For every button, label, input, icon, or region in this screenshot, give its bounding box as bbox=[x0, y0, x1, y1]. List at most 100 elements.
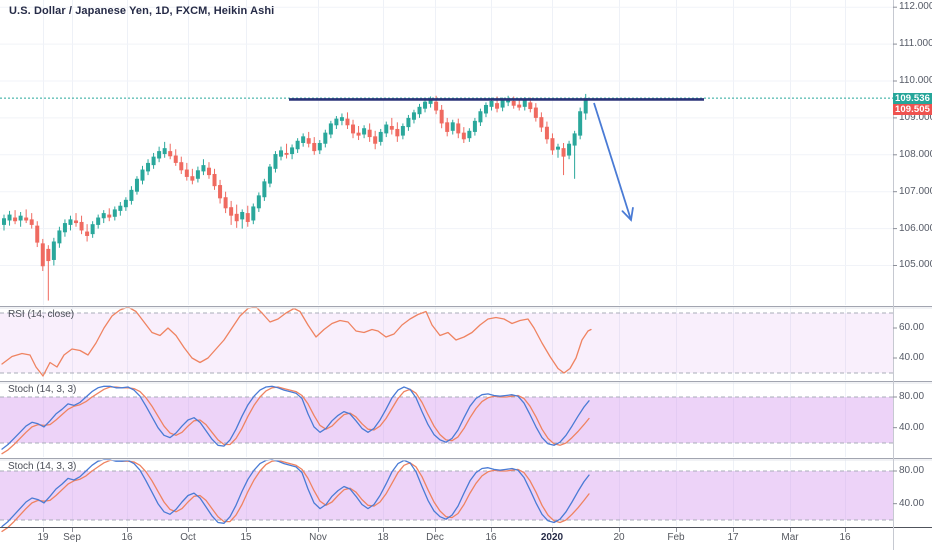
candle-body bbox=[157, 151, 162, 159]
indicator-series-k bbox=[1, 385, 590, 450]
indicator-tick-label: 80.00 bbox=[899, 391, 925, 402]
time-tick-label: Feb bbox=[667, 532, 685, 543]
indicator-tick-label: 40.00 bbox=[899, 497, 925, 509]
candle-body bbox=[483, 104, 488, 114]
candle-body bbox=[212, 173, 217, 187]
candle-body bbox=[561, 148, 566, 157]
candle-body bbox=[445, 122, 450, 132]
candle-body bbox=[411, 112, 416, 120]
time-tick-label: Oct bbox=[180, 532, 196, 543]
symbol-title[interactable]: U.S. Dollar / Japanese Yen, 1D, FXCM, He… bbox=[9, 5, 275, 17]
candle-body bbox=[18, 215, 23, 221]
candle-body bbox=[2, 218, 6, 225]
candle-body bbox=[190, 176, 195, 181]
candle-body bbox=[384, 124, 389, 134]
indicator-label-stoch-1[interactable]: Stoch (14, 3, 3) bbox=[8, 384, 77, 395]
candle-body bbox=[234, 213, 239, 222]
candle-body bbox=[528, 102, 533, 110]
candle-body bbox=[550, 138, 555, 151]
candle-body bbox=[118, 205, 123, 211]
candle-body bbox=[362, 128, 367, 135]
candle-body bbox=[168, 151, 173, 157]
candle-body bbox=[312, 142, 317, 152]
candle-body bbox=[184, 169, 189, 177]
candle-body bbox=[456, 123, 461, 134]
candle-body bbox=[323, 132, 328, 144]
candle-body bbox=[428, 99, 433, 104]
candle-body bbox=[251, 206, 256, 221]
candle-body bbox=[24, 217, 29, 221]
candle-body bbox=[40, 243, 45, 267]
indicator-series-d bbox=[1, 459, 590, 533]
candle-body bbox=[279, 150, 283, 157]
candle-body bbox=[583, 97, 588, 114]
candle-body bbox=[173, 155, 178, 163]
candle-body bbox=[450, 122, 455, 131]
time-tick-label: 16 bbox=[121, 532, 133, 543]
candle-body bbox=[223, 197, 228, 209]
indicator-series-rsi bbox=[1, 306, 592, 377]
candle-body bbox=[461, 132, 466, 140]
candle-body bbox=[85, 231, 90, 236]
indicator-series-k bbox=[1, 458, 590, 528]
candle-body bbox=[35, 225, 40, 243]
candle-body bbox=[351, 124, 356, 134]
candle-body bbox=[378, 131, 383, 142]
candle-body bbox=[434, 101, 439, 111]
candle-body bbox=[495, 103, 500, 109]
indicator-label-stoch-2[interactable]: Stoch (14, 3, 3) bbox=[8, 461, 77, 472]
candle-body bbox=[328, 123, 333, 135]
indicator-band bbox=[0, 313, 893, 373]
time-tick-label: 20 bbox=[613, 532, 625, 543]
price-tick-label: 106.000 bbox=[899, 222, 932, 234]
time-tick-label: 15 bbox=[240, 532, 252, 543]
candle-body bbox=[317, 142, 322, 151]
candle-body bbox=[500, 100, 505, 108]
candle-body bbox=[489, 100, 494, 107]
candle-body bbox=[229, 207, 234, 216]
candle-body bbox=[140, 169, 145, 181]
candle-body bbox=[284, 152, 289, 155]
candle-body bbox=[151, 156, 156, 166]
candle-body bbox=[62, 223, 67, 233]
candle-body bbox=[134, 178, 139, 192]
candle-body bbox=[578, 111, 583, 136]
price-tick-label: 105.000 bbox=[899, 259, 932, 271]
candle-body bbox=[7, 214, 12, 221]
price-tick-label: 109.000 bbox=[899, 111, 932, 123]
projection-arrow-head bbox=[621, 206, 634, 222]
candle-body bbox=[79, 221, 84, 231]
candle-body bbox=[572, 133, 577, 146]
candle-body bbox=[290, 147, 295, 155]
candle-body bbox=[356, 132, 361, 136]
candle-body bbox=[295, 140, 300, 150]
candle-body bbox=[267, 166, 272, 184]
candle-body bbox=[522, 100, 527, 107]
indicator-tick-label: 60.00 bbox=[899, 322, 925, 333]
candle-body bbox=[206, 167, 211, 176]
candle-body bbox=[544, 126, 549, 140]
candle-body bbox=[195, 170, 200, 179]
candle-body bbox=[240, 211, 245, 220]
indicator-band bbox=[0, 471, 893, 521]
price-tick-label: 108.000 bbox=[899, 148, 932, 160]
projection-arrow[interactable] bbox=[593, 102, 632, 221]
candle-body bbox=[68, 219, 73, 225]
candle-body bbox=[472, 120, 477, 132]
time-tick-label: 17 bbox=[727, 532, 739, 543]
candle-body bbox=[517, 104, 522, 108]
candle-body bbox=[511, 100, 516, 106]
candle-body bbox=[367, 129, 372, 138]
time-tick-label: Sep bbox=[63, 532, 81, 543]
candle-body bbox=[101, 213, 106, 219]
candle-body bbox=[567, 143, 572, 156]
indicator-label-rsi[interactable]: RSI (14, close) bbox=[8, 309, 75, 320]
candle-body bbox=[395, 128, 400, 137]
candle-body bbox=[273, 154, 278, 169]
time-tick-label: 16 bbox=[839, 532, 851, 543]
time-tick-label: Dec bbox=[426, 532, 444, 543]
candle-body bbox=[539, 117, 544, 128]
indicator-band bbox=[0, 397, 893, 444]
candle-body bbox=[179, 162, 184, 171]
